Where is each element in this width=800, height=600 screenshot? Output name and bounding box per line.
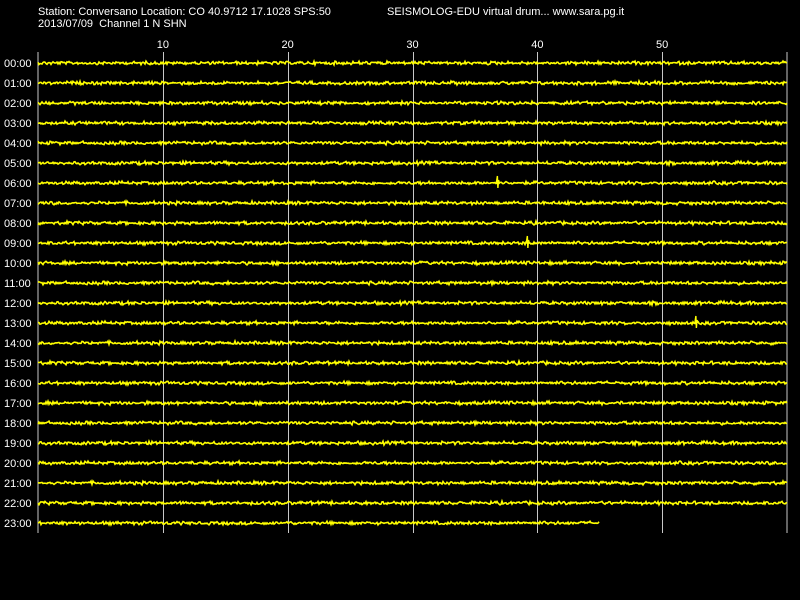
hour-label-0000: 00:00 [4,58,32,70]
hour-label-layer: 00:00 01:00 02:00 03:00 04:00 05:00 06:00 07:00… [4,58,32,530]
trace-row-1700 [37,398,788,407]
hour-label-0400: 04:00 [4,138,32,150]
x-tick-label-30: 30 [406,39,418,51]
hour-label-1900: 19:00 [4,438,32,450]
hour-label-2200: 22:00 [4,498,32,510]
x-tick-label-20: 20 [282,39,294,51]
trace-row-2100 [37,478,788,487]
hour-label-0700: 07:00 [4,198,32,210]
trace-row-0200 [37,99,788,107]
x-tick-label-50: 50 [656,39,668,51]
hour-label-0800: 08:00 [4,218,32,230]
hour-label-1500: 15:00 [4,358,32,370]
hour-label-1000: 10:00 [4,258,32,270]
trace-row-0900 [37,239,788,247]
hour-label-0200: 02:00 [4,98,32,110]
trace-row-1500 [37,358,788,367]
trace-row-1800 [37,419,788,428]
trace-row-2300 [37,519,600,527]
trace-row-1100 [37,279,788,288]
hour-label-1700: 17:00 [4,398,32,410]
date-channel-text: 2013/07/09 Channel 1 N SHN [38,18,187,30]
hour-label-1800: 18:00 [4,418,32,430]
station-info-text: Station: Conversano Location: CO 40.9712… [38,6,331,18]
hour-label-0500: 05:00 [4,158,32,170]
hour-label-0900: 09:00 [4,238,32,250]
hour-label-2100: 21:00 [4,478,32,490]
app-title-text: SEISMOLOG-EDU virtual drum... www.sara.p… [387,6,625,18]
trace-row-0600 [37,179,788,187]
x-tick-label-40: 40 [531,39,543,51]
trace-row-2200 [37,498,788,507]
seismic-event-0900 [525,235,531,249]
hour-label-2300: 23:00 [4,518,32,530]
trace-row-1000 [37,258,788,267]
trace-row-0700 [37,198,788,207]
hour-label-1300: 13:00 [4,318,32,330]
hour-label-0300: 03:00 [4,118,32,130]
trace-row-0400 [37,139,788,148]
hour-label-0600: 06:00 [4,178,32,190]
trace-row-2000 [37,459,788,467]
hour-label-1600: 16:00 [4,378,32,390]
trace-row-0500 [37,158,788,168]
trace-layer [37,58,788,527]
trace-row-0800 [37,218,788,227]
hour-label-1400: 14:00 [4,338,32,350]
seismic-event-0600 [495,175,501,189]
trace-row-1200 [37,298,788,308]
trace-row-0100 [37,78,788,87]
trace-row-1300 [37,319,788,327]
tick-label-layer: 10 20 30 40 50 [157,39,669,51]
hour-label-1200: 12:00 [4,298,32,310]
trace-row-1600 [37,379,788,387]
x-tick-label-10: 10 [157,39,169,51]
trace-row-1900 [37,438,788,448]
hour-label-0100: 01:00 [4,78,32,90]
grid-layer [37,52,788,533]
trace-row-0300 [37,119,788,127]
hour-label-1100: 11:00 [4,278,31,290]
hour-label-2000: 20:00 [4,458,32,470]
trace-row-1400 [37,338,788,347]
seismic-event-1300 [694,315,699,329]
trace-row-0000 [37,58,788,68]
